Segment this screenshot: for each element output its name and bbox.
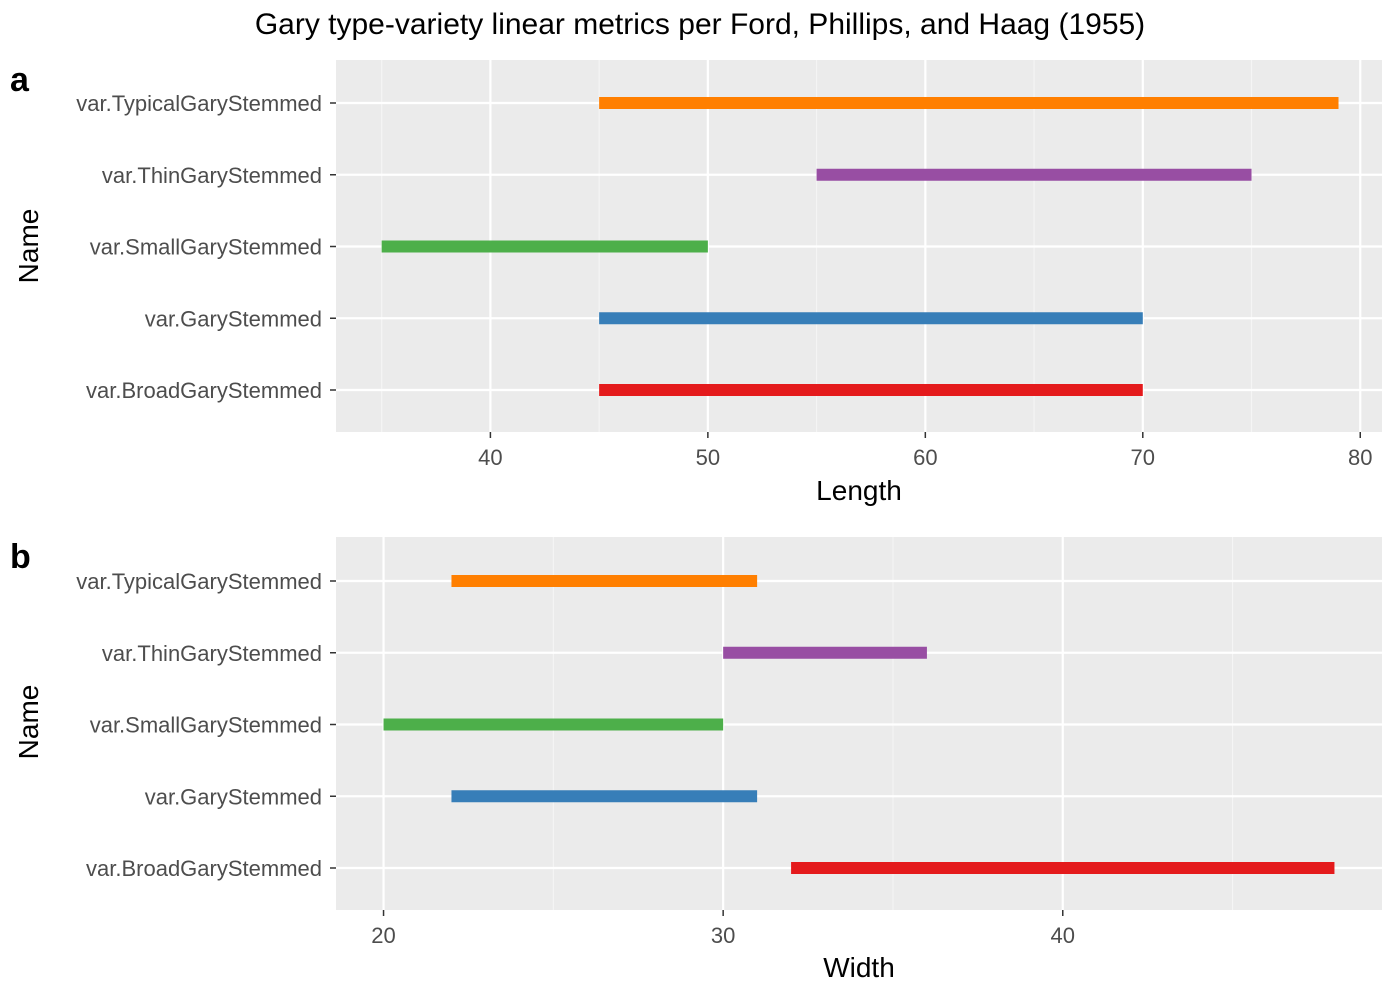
panel-b-bar-var-smallgarystemmed — [383, 718, 724, 731]
panel-b-tag: b — [10, 538, 31, 576]
panel-b-bars — [383, 575, 1335, 874]
panel-b-y-tick-label: var.ThinGaryStemmed — [102, 641, 322, 666]
panel-b-x-tick-label: 30 — [711, 923, 735, 948]
figure-title: Gary type-variety linear metrics per For… — [255, 8, 1145, 41]
panel-a-y-tick-label: var.GaryStemmed — [145, 306, 322, 331]
panel-b-y-tick-label: var.BroadGaryStemmed — [86, 856, 322, 881]
panel-a-bar-var-broadgarystemmed — [599, 384, 1143, 396]
panel-a-y-tick-label: var.BroadGaryStemmed — [86, 378, 322, 403]
panel-b-y-axis-title: Name — [13, 685, 44, 760]
panel-b-x-tick-label: 20 — [371, 923, 395, 948]
panel-a-x-tick-label: 40 — [478, 445, 502, 470]
panel-a-x-tick-label: 50 — [696, 445, 720, 470]
panel-a-y-tick-label: var.TypicalGaryStemmed — [76, 91, 322, 116]
panel-b-bar-var-broadgarystemmed — [791, 862, 1335, 874]
panel-b-bar-var-thingarystemmed — [723, 646, 927, 659]
panel-b-y-tick-label: var.GaryStemmed — [145, 784, 322, 809]
panel-b: b var.BroadGaryStemmedvar.GaryStemmedvar… — [10, 537, 1382, 983]
panel-b-y-axis: var.BroadGaryStemmed var.GaryStemmed var.S… — [76, 569, 336, 881]
panel-a-x-tick-label: 70 — [1131, 445, 1155, 470]
panel-a-y-axis: var.BroadGaryStemmed var.GaryStemmed var.S… — [76, 91, 336, 403]
panel-b-y-tick-label: var.SmallGaryStemmed — [90, 713, 322, 738]
panel-a: a var.BroadGaryStemmedvar.GaryStemmedvar… — [10, 60, 1382, 506]
panel-b-bar-var-garystemmed — [451, 790, 758, 803]
panel-a-bar-var-thingarystemmed — [816, 168, 1252, 181]
panel-a-y-tick-label: var.ThinGaryStemmed — [102, 163, 322, 188]
panel-b-x-tick-label: 40 — [1051, 923, 1075, 948]
panel-a-tag: a — [10, 61, 30, 99]
panel-a-y-axis-title: Name — [13, 209, 44, 284]
panel-a-bars — [381, 97, 1339, 396]
panel-a-x-axis: 40 50 60 70 80 — [478, 432, 1372, 470]
panel-a-x-axis-title: Length — [816, 475, 902, 506]
panel-a-bar-var-typicalgarystemmed — [599, 97, 1339, 109]
panel-a-bar-var-smallgarystemmed — [381, 240, 708, 253]
panel-a-x-tick-label: 80 — [1348, 445, 1372, 470]
panel-b-y-tick-label: var.TypicalGaryStemmed — [76, 569, 322, 594]
panel-a-y-tick-label: var.SmallGaryStemmed — [90, 235, 322, 260]
panel-b-x-axis: 20 30 40 — [371, 910, 1075, 948]
panel-a-bar-var-garystemmed — [599, 312, 1143, 325]
panel-a-x-tick-label: 60 — [913, 445, 937, 470]
panel-b-bar-var-typicalgarystemmed — [451, 575, 758, 587]
panel-b-x-axis-title: Width — [823, 952, 895, 983]
